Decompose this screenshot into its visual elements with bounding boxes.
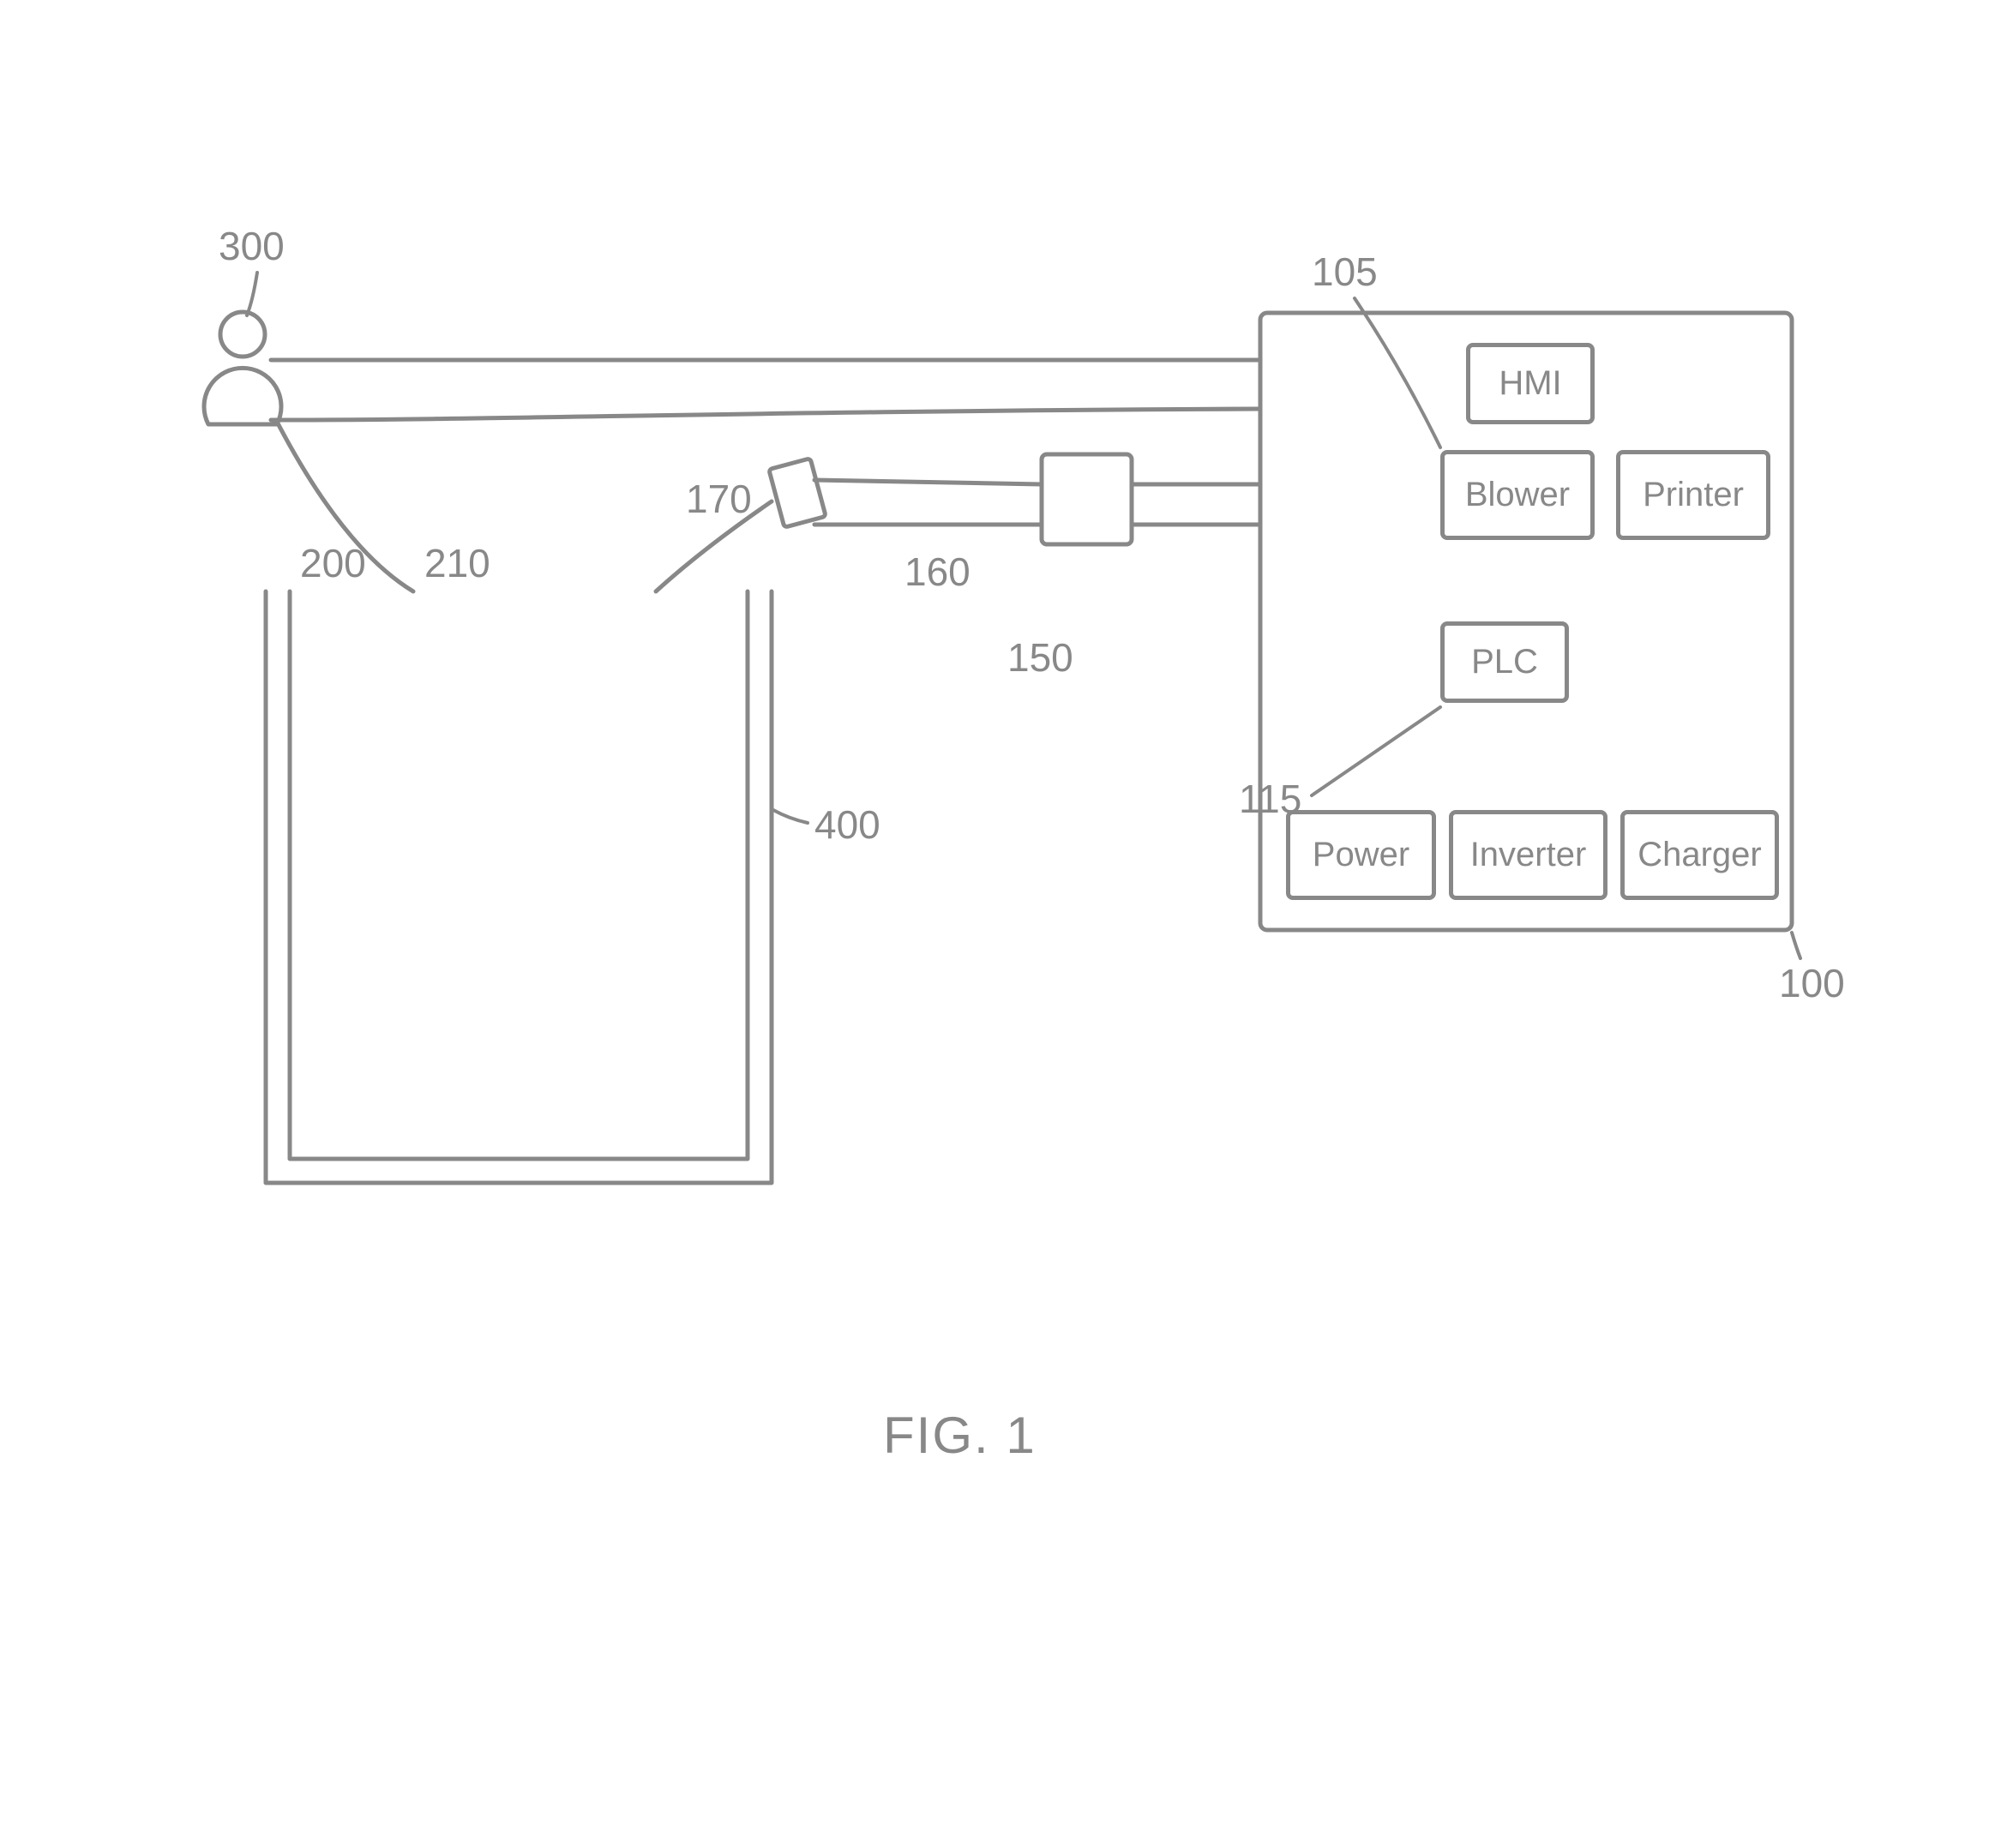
regulator-box <box>1042 454 1132 544</box>
ref-label-170: 170 <box>686 476 752 522</box>
console-box-label-inverter: Inverter <box>1470 836 1587 874</box>
person-body <box>204 368 281 424</box>
console-box-label-plc: PLC <box>1471 643 1538 681</box>
leader-l400 <box>773 810 808 823</box>
container-outer <box>266 591 772 1183</box>
figure-caption: FIG. 1 <box>883 1406 1037 1465</box>
ref-label-210: 210 <box>424 540 490 586</box>
hose-lower <box>271 409 1260 420</box>
console-box-charger: Charger <box>1620 810 1779 900</box>
ref-label-115: 115 <box>1239 776 1301 822</box>
console-box-blower: Blower <box>1440 450 1595 540</box>
console-box-inverter: Inverter <box>1449 810 1607 900</box>
ref-label-300: 300 <box>219 223 285 269</box>
ref-label-160: 160 <box>904 549 970 595</box>
ref-label-150: 150 <box>1007 634 1073 681</box>
ref-label-105: 105 <box>1312 249 1378 295</box>
console-box-printer: Printer <box>1616 450 1770 540</box>
console-box-label-blower: Blower <box>1465 476 1570 514</box>
console-box-plc: PLC <box>1440 621 1569 703</box>
console-box-power: Power <box>1286 810 1436 900</box>
ref-label-200: 200 <box>300 540 366 586</box>
diagram-canvas <box>0 0 1995 1848</box>
ref-label-400: 400 <box>814 801 880 848</box>
container-inner <box>290 591 748 1159</box>
console-box-label-hmi: HMI <box>1499 364 1561 403</box>
leader-l300 <box>247 273 257 315</box>
leader-l115 <box>1312 707 1440 795</box>
person-head <box>220 312 265 357</box>
hose-sensor_to_reg_upper <box>814 480 1042 484</box>
console-box-hmi: HMI <box>1466 343 1595 424</box>
console-box-label-printer: Printer <box>1643 476 1744 514</box>
leader-l105 <box>1355 298 1440 447</box>
leader-l100 <box>1792 933 1800 958</box>
sensor-box <box>769 459 826 528</box>
ref-label-100: 100 <box>1779 960 1845 1006</box>
console-box-label-power: Power <box>1313 836 1409 874</box>
console-box-label-charger: Charger <box>1637 836 1762 874</box>
